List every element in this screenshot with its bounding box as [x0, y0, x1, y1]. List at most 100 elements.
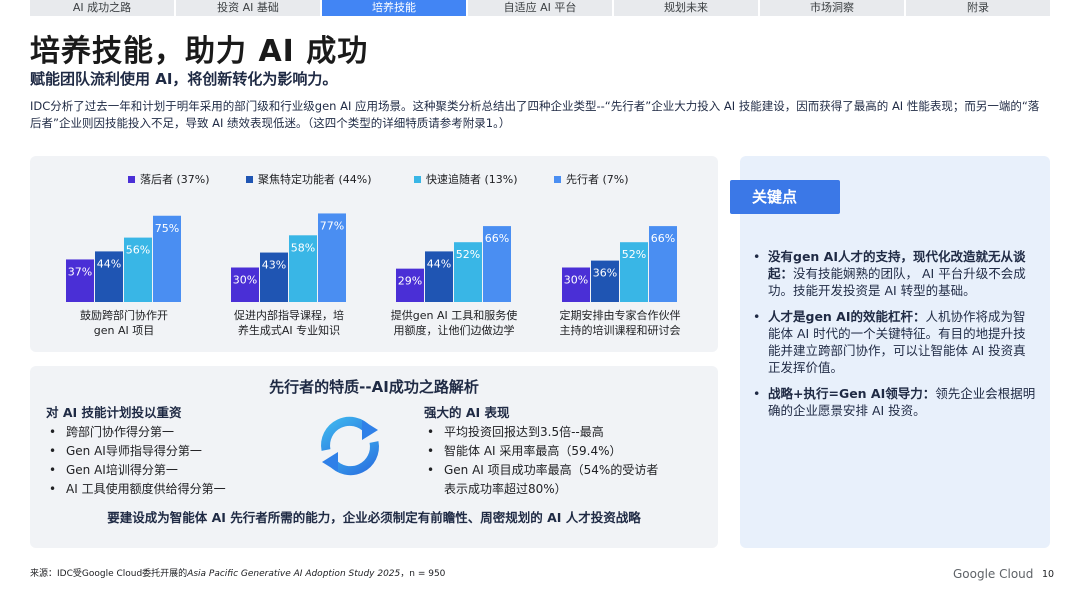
tab-3[interactable]: 自适应 AI 平台: [468, 0, 612, 16]
bar-3-3: [649, 226, 677, 302]
category-label-line: 定期安排由专家合作伙伴: [559, 309, 681, 322]
legend-label: 先行者 (7%): [566, 173, 629, 186]
key-points-list: 没有gen AI人才的支持，现代化改造就无从谈起：没有技能娴熟的团队， AI 平…: [752, 248, 1036, 428]
bar-label-3-0: 30%: [564, 274, 588, 287]
key-point-0: 没有gen AI人才的支持，现代化改造就无从谈起：没有技能娴熟的团队， AI 平…: [752, 248, 1036, 299]
key-point-text: 没有技能娴熟的团队， AI 平台升级不会成功。技能开发投资是 AI 转型的基础。: [768, 266, 1026, 298]
category-label-line: 鼓励跨部门协作开: [80, 309, 168, 322]
bar-3-2: [620, 242, 648, 302]
bar-0-2: [124, 237, 152, 302]
bar-label-2-2: 52%: [456, 248, 480, 261]
category-label-2: 提供gen AI 工具和服务使 用额度，让他们边做边学: [384, 308, 524, 338]
performance-column: 强大的 AI 表现 平均投资回报达到3.5倍--最高智能体 AI 采用率最高（5…: [424, 402, 660, 499]
legend-item-2: 快速追随者 (13%): [414, 171, 518, 187]
category-label-line: 主持的培训课程和研讨会: [559, 324, 681, 337]
bar-label-2-3: 66%: [485, 232, 509, 245]
category-label-line: 养生成式AI 专业知识: [237, 324, 341, 337]
key-points-heading: 关键点: [730, 180, 840, 214]
google-cloud-logo: Google Cloud: [953, 567, 1034, 581]
tab-5[interactable]: 市场洞察: [760, 0, 904, 16]
bar-label-3-3: 66%: [651, 232, 675, 245]
source-note: 来源：IDC受Google Cloud委托开展的Asia Pacific Gen…: [30, 566, 445, 579]
legend-swatch: [554, 175, 561, 183]
bar-2-3: [483, 226, 511, 302]
legend-swatch: [414, 175, 421, 183]
bar-0-0: [66, 259, 94, 302]
investment-item-3: AI 工具使用额度供给得分第一: [46, 480, 306, 499]
tab-4[interactable]: 规划未来: [614, 0, 758, 16]
bar-label-1-0: 30%: [233, 274, 257, 287]
page-subtitle: 赋能团队流利使用 AI，将创新转化为影响力。: [30, 70, 338, 88]
bar-1-1: [260, 252, 288, 302]
category-label-line: 提供gen AI 工具和服务使: [390, 309, 518, 322]
bar-1-3: [318, 213, 346, 302]
section-tabs: AI 成功之路 投资 AI 基础 培养技能 自适应 AI 平台 规划未来 市场洞察 附录: [30, 0, 1050, 16]
key-point-text: 领先企业会根据明确的企业愿景安排 AI 投资。: [768, 386, 1036, 418]
performance-list: 平均投资回报达到3.5倍--最高智能体 AI 采用率最高（59.4%）Gen A…: [424, 423, 660, 499]
bar-label-0-1: 44%: [97, 257, 121, 270]
source-prefix: 来源：IDC受Google Cloud委托开展的: [30, 569, 188, 579]
category-label-0: 鼓励跨部门协作开 gen AI 项目: [54, 308, 194, 338]
bar-chart-panel: 37% 44% 56% 75% 30% 43% 58% 77% 29% 44% 52% 66% 30% 3…: [30, 156, 718, 352]
key-point-1: 人才是gen AI的效能杠杆：人机协作将成为智能体 AI 时代的一个关键特征。有…: [752, 308, 1036, 376]
bar-1-2: [289, 235, 317, 302]
bar-label-0-3: 75%: [155, 222, 179, 235]
performance-item-0: 平均投资回报达到3.5倍--最高: [424, 423, 660, 442]
investment-item-1: Gen AI导师指导得分第一: [46, 442, 306, 461]
bar-label-2-1: 44%: [427, 257, 451, 270]
bar-3-0: [562, 267, 590, 302]
investment-item-0: 跨部门协作得分第一: [46, 423, 306, 442]
key-point-bold: 人才是gen AI的效能杠杆：: [768, 309, 926, 324]
tab-1[interactable]: 投资 AI 基础: [176, 0, 320, 16]
key-point-bold: 战略+执行=Gen AI领导力：: [768, 386, 936, 401]
category-label-3: 定期安排由专家合作伙伴 主持的培训课程和研讨会: [550, 308, 690, 338]
legend-item-3: 先行者 (7%): [554, 171, 629, 187]
bar-label-1-3: 77%: [320, 219, 344, 232]
investment-list: 跨部门协作得分第一Gen AI导师指导得分第一Gen AI培训得分第一AI 工具…: [46, 423, 306, 499]
refresh-cycle-icon: [321, 416, 379, 476]
bar-label-3-2: 52%: [622, 248, 646, 261]
investment-heading: 对 AI 技能计划投以重资: [46, 405, 182, 420]
tab-2[interactable]: 培养技能: [322, 0, 466, 16]
performance-item-1: 智能体 AI 采用率最高（59.4%）: [424, 442, 660, 461]
bar-label-1-1: 43%: [262, 259, 286, 272]
bar-2-2: [454, 242, 482, 302]
bar-chart: 37% 44% 56% 75% 30% 43% 58% 77% 29% 44% 52% 66% 30% 3…: [66, 213, 677, 302]
bar-label-1-2: 58%: [291, 241, 315, 254]
legend-label: 落后者 (37%): [140, 173, 210, 186]
bar-0-3: [153, 215, 181, 302]
legend-label: 快速追随者 (13%): [426, 173, 518, 186]
page-title: 培养技能，助力 AI 成功: [30, 34, 369, 69]
key-point-2: 战略+执行=Gen AI领导力：领先企业会根据明确的企业愿景安排 AI 投资。: [752, 385, 1036, 419]
leaders-title: 先行者的特质--AI成功之路解析: [269, 378, 479, 396]
legend-swatch: [128, 175, 135, 183]
legend-label: 聚焦特定功能者 (44%): [258, 173, 372, 186]
legend-swatch: [246, 175, 253, 183]
intro-paragraph: IDC分析了过去一年和计划于明年采用的部门级和行业级gen AI 应用场景。这种…: [30, 99, 1040, 130]
category-label-1: 促进内部指导课程，培 养生成式AI 专业知识: [219, 308, 359, 338]
source-study: Asia Pacific Generative AI Adoption Stud…: [187, 569, 401, 579]
category-label-line: 促进内部指导课程，培: [234, 309, 344, 322]
bar-1-0: [231, 267, 259, 302]
legend-item-1: 聚焦特定功能者 (44%): [246, 171, 372, 187]
performance-heading: 强大的 AI 表现: [424, 405, 510, 420]
bar-2-0: [396, 268, 424, 302]
key-point-text: 人机协作将成为智能体 AI 时代的一个关键特征。有目的地提升技能并建立跨部门协作…: [768, 309, 1026, 375]
bar-3-1: [591, 260, 619, 302]
bar-0-1: [95, 251, 123, 302]
bar-label-0-0: 37%: [68, 265, 92, 278]
bar-label-3-1: 36%: [593, 267, 617, 280]
category-label-line: gen AI 项目: [93, 324, 155, 337]
tab-6[interactable]: 附录: [906, 0, 1050, 16]
conclusion-text: 要建设成为智能体 AI 先行者所需的能力，企业必须制定有前瞻性、周密规划的 AI…: [107, 510, 641, 525]
legend-item-0: 落后者 (37%): [128, 171, 210, 187]
bar-label-2-0: 29%: [398, 275, 422, 288]
source-suffix: ，n = 950: [400, 569, 446, 579]
page-number: 10: [1042, 569, 1055, 580]
investment-item-2: Gen AI培训得分第一: [46, 461, 306, 480]
category-label-line: 用额度，让他们边做边学: [393, 324, 515, 337]
investment-column: 对 AI 技能计划投以重资 跨部门协作得分第一Gen AI导师指导得分第一Gen…: [46, 402, 306, 499]
bar-label-0-2: 56%: [126, 244, 150, 257]
tab-0[interactable]: AI 成功之路: [30, 0, 174, 16]
bar-2-1: [425, 251, 453, 302]
